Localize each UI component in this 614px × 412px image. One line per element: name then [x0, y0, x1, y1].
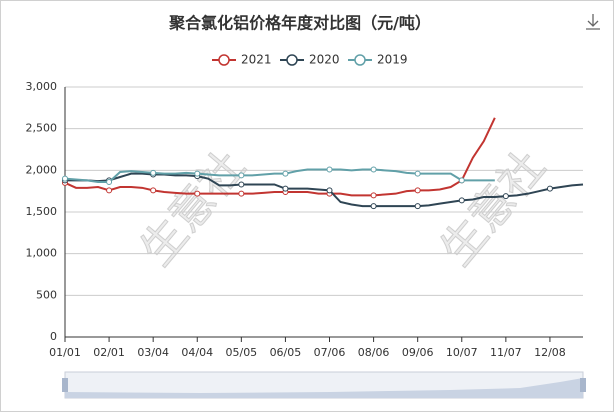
data-point	[326, 166, 333, 173]
legend-marker	[218, 54, 230, 66]
x-tick-label: 04/04	[181, 346, 213, 359]
legend-marker	[286, 54, 298, 66]
data-point	[370, 166, 377, 173]
chart-title: 聚合氯化铝价格年度对比图（元/吨）	[168, 14, 431, 33]
y-tick-label: 3,000	[26, 80, 58, 93]
y-tick-label: 500	[36, 288, 57, 301]
x-tick-label: 11/07	[490, 346, 522, 359]
x-tick-label: 05/05	[225, 346, 257, 359]
x-tick-label: 12/08	[534, 346, 566, 359]
data-point	[370, 192, 377, 199]
x-tick-label: 03/04	[137, 346, 169, 359]
data-zoom[interactable]	[62, 371, 586, 399]
y-tick-label: 1,500	[26, 205, 58, 218]
download-glyph[interactable]	[586, 14, 600, 30]
x-tick-label: 07/06	[314, 346, 346, 359]
x-tick-label: 10/07	[446, 346, 478, 359]
data-point	[106, 187, 113, 194]
y-tick-label: 0	[50, 330, 57, 343]
data-point	[282, 185, 289, 192]
zoom-shadow	[65, 378, 583, 398]
data-point	[546, 185, 553, 192]
legend-label: 2019	[377, 53, 408, 67]
legend-item[interactable]: 2020	[280, 53, 340, 67]
legend-item[interactable]: 2021	[212, 53, 272, 67]
data-point	[414, 203, 421, 210]
data-point	[414, 187, 421, 194]
x-tick-label: 08/06	[358, 346, 390, 359]
x-tick-label: 02/01	[93, 346, 125, 359]
legend-item[interactable]: 2019	[348, 53, 408, 67]
data-point	[106, 179, 113, 185]
data-point	[238, 190, 245, 197]
data-point	[370, 203, 377, 210]
zoom-handle[interactable]	[62, 378, 68, 392]
data-point	[150, 187, 157, 194]
data-point	[62, 175, 68, 182]
legend-label: 2020	[309, 53, 340, 67]
data-point	[150, 169, 157, 176]
y-tick-label: 2,000	[26, 163, 58, 176]
y-tick-label: 1,000	[26, 247, 58, 260]
legend-marker	[354, 54, 366, 66]
data-point	[326, 187, 333, 194]
data-point	[502, 193, 509, 200]
x-tick-label: 06/05	[270, 346, 302, 359]
data-point	[458, 197, 465, 204]
data-point	[238, 172, 245, 179]
data-point	[194, 170, 201, 177]
data-point	[282, 170, 289, 177]
x-tick-label: 09/06	[402, 346, 434, 359]
data-point	[238, 181, 245, 188]
legend-label: 2021	[241, 53, 272, 67]
download-icon[interactable]	[586, 14, 600, 30]
data-point	[458, 177, 465, 184]
y-tick-label: 2,500	[26, 122, 58, 135]
x-tick-label: 01/01	[49, 346, 81, 359]
data-point	[194, 190, 201, 197]
data-point	[414, 170, 421, 177]
zoom-handle[interactable]	[580, 378, 586, 392]
series-line	[64, 117, 496, 197]
series-line	[64, 168, 495, 183]
